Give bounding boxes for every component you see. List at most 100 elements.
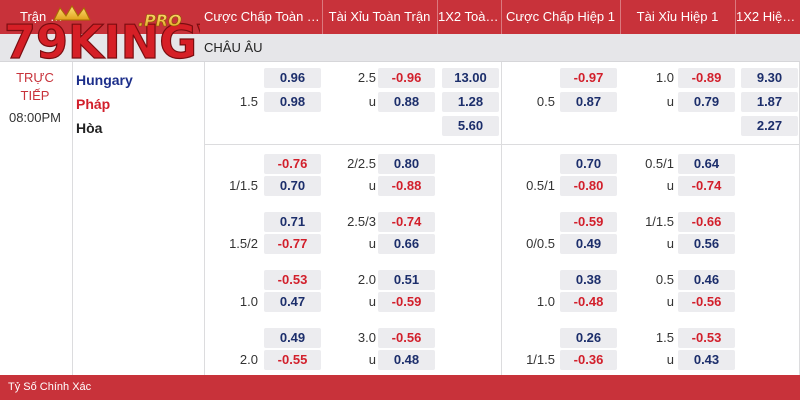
odd-button[interactable]: -0.56 [378,328,435,348]
correct-score-bar[interactable]: Tỷ Số Chính Xác [0,375,800,400]
odd-button[interactable]: -0.66 [678,212,735,232]
row-divider [204,144,799,145]
odd-button[interactable]: 0.87 [560,92,617,112]
odd-button[interactable]: 0.38 [560,270,617,290]
odd-button[interactable]: -0.59 [378,292,435,312]
header-ft-over-under[interactable]: Tài Xỉu Toàn Trận [328,9,431,24]
crown-icon [53,5,91,21]
odd-button[interactable]: 0.46 [678,270,735,290]
odd-button[interactable]: 0.70 [560,154,617,174]
under-label: u [368,236,376,251]
odd-button[interactable]: 0.96 [264,68,321,88]
header-divider [437,0,438,34]
live-status-line1: TRỰC [16,70,54,85]
h1-over-under-line: 1.5 [655,330,674,345]
under-label: u [368,94,376,109]
league-name: CHÂU ÂU [204,40,263,55]
ft-over-under-line: 2/2.5 [347,156,376,171]
odd-button[interactable]: -0.76 [264,154,321,174]
odd-button[interactable]: 13.00 [442,68,499,88]
odd-button[interactable]: -0.74 [378,212,435,232]
ft-over-under-line: 2.5/3 [347,214,376,229]
odd-button[interactable]: -0.74 [678,176,735,196]
correct-score-label: Tỷ Số Chính Xác [8,381,92,393]
under-label: u [368,352,376,367]
logo-number: 79KINGVN [4,15,200,64]
team-home[interactable]: Hungary [76,72,133,88]
team-away[interactable]: Pháp [76,96,111,112]
odd-button[interactable]: 0.48 [378,350,435,370]
odd-button[interactable]: 0.79 [678,92,735,112]
odd-button[interactable]: 0.66 [378,234,435,254]
odd-button[interactable]: 1.87 [741,92,798,112]
odd-button[interactable]: 0.64 [678,154,735,174]
odd-button[interactable]: 0.71 [264,212,321,232]
h1-handicap-line: 1/1.5 [526,352,555,367]
odd-button[interactable]: 0.88 [378,92,435,112]
header-divider [620,0,621,34]
odd-button[interactable]: -0.53 [678,328,735,348]
odd-button[interactable]: 5.60 [442,116,499,136]
under-label: u [666,178,674,193]
header-divider [501,0,502,34]
odd-button[interactable]: 1.28 [442,92,499,112]
odd-button[interactable]: 0.26 [560,328,617,348]
header-h1-1x2[interactable]: 1X2 Hiệp 1 [736,9,798,24]
odd-button[interactable]: -0.56 [678,292,735,312]
header-divider [322,0,323,34]
odd-button[interactable]: 0.56 [678,234,735,254]
under-label: u [368,178,376,193]
odd-button[interactable]: -0.80 [560,176,617,196]
h1-handicap-line: 1.0 [536,294,555,309]
under-label: u [666,352,674,367]
ft-over-under-line: 3.0 [357,330,376,345]
ft-handicap-line: 1.0 [239,294,258,309]
odd-button[interactable]: -0.97 [560,68,617,88]
col-divider [72,62,73,375]
odd-button[interactable]: -0.88 [378,176,435,196]
odd-button[interactable]: -0.96 [378,68,435,88]
odd-button[interactable]: -0.55 [264,350,321,370]
odd-button[interactable]: 0.70 [264,176,321,196]
h1-over-under-line: 1/1.5 [645,214,674,229]
live-status-line2: TIẾP [20,88,50,103]
odd-button[interactable]: -0.48 [560,292,617,312]
header-ft-handicap[interactable]: Cược Chấp Toàn Trận [204,9,321,24]
ft-handicap-line: 1.5 [239,94,258,109]
header-h1-handicap[interactable]: Cược Chấp Hiệp 1 [506,9,615,24]
odd-button[interactable]: 0.43 [678,350,735,370]
header-h1-over-under[interactable]: Tài Xỉu Hiệp 1 [636,9,719,24]
ft-handicap-line: 1.5/2 [229,236,258,251]
league-row[interactable]: CHÂU ÂU [0,34,800,62]
odd-button[interactable]: 0.49 [264,328,321,348]
odd-button[interactable]: 0.51 [378,270,435,290]
ft-handicap-line: 1/1.5 [229,178,258,193]
odd-button[interactable]: -0.77 [264,234,321,254]
ft-over-under-line: 2.5 [357,70,376,85]
ft-over-under-line: 2.0 [357,272,376,287]
under-label: u [368,294,376,309]
under-label: u [666,294,674,309]
odd-button[interactable]: 9.30 [741,68,798,88]
odd-button[interactable]: 0.47 [264,292,321,312]
header-divider [735,0,736,34]
under-label: u [666,94,674,109]
match-time: 08:00PM [8,110,62,125]
under-label: u [666,236,674,251]
team-draw: Hòa [76,120,103,136]
odds-table-header: Trận đấu Cược Chấp Toàn Trận Tài Xỉu Toà… [0,0,800,34]
h1-handicap-line: 0.5/1 [526,178,555,193]
odd-button[interactable]: 0.98 [264,92,321,112]
col-divider [501,62,502,375]
h1-over-under-line: 0.5/1 [645,156,674,171]
odd-button[interactable]: 0.49 [560,234,617,254]
odd-button[interactable]: 0.80 [378,154,435,174]
odd-button[interactable]: -0.59 [560,212,617,232]
ft-handicap-line: 2.0 [239,352,258,367]
odd-button[interactable]: -0.36 [560,350,617,370]
odd-button[interactable]: -0.53 [264,270,321,290]
header-ft-1x2[interactable]: 1X2 Toàn Trận [438,9,500,24]
odd-button[interactable]: -0.89 [678,68,735,88]
col-divider [204,62,205,375]
odd-button[interactable]: 2.27 [741,116,798,136]
